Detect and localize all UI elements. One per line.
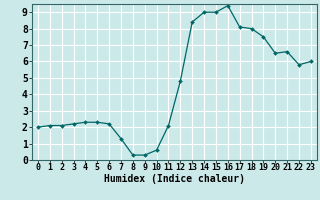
X-axis label: Humidex (Indice chaleur): Humidex (Indice chaleur)	[104, 174, 245, 184]
